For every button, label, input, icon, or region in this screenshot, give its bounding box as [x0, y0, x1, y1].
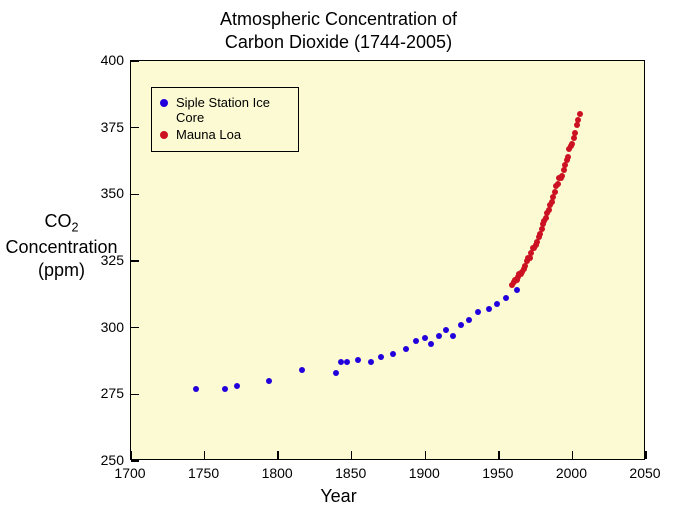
data-point — [458, 322, 464, 328]
data-point — [413, 338, 419, 344]
data-point — [234, 383, 240, 389]
x-tick-label: 1950 — [482, 465, 513, 481]
y-tick-label: 400 — [101, 52, 124, 68]
y-tick-label: 300 — [101, 319, 124, 335]
x-tick — [572, 451, 574, 459]
data-point — [368, 359, 374, 365]
legend: Siple Station Ice Core Mauna Loa — [151, 87, 299, 152]
data-point — [494, 301, 500, 307]
data-point — [569, 141, 575, 147]
data-point — [466, 317, 472, 323]
chart-title: Atmospheric Concentration of Carbon Diox… — [0, 8, 677, 53]
y-tick — [131, 127, 139, 129]
x-tick-label: 1700 — [114, 465, 145, 481]
data-point — [443, 327, 449, 333]
data-point — [475, 309, 481, 315]
y-axis-label: CO2 Concentration (ppm) — [4, 210, 119, 283]
data-point — [546, 207, 552, 213]
plot-area: Siple Station Ice Core Mauna Loa — [130, 60, 645, 460]
y-tick — [131, 394, 139, 396]
data-point — [577, 111, 583, 117]
x-tick-label: 2000 — [556, 465, 587, 481]
data-point — [333, 370, 339, 376]
data-point — [534, 239, 540, 245]
data-point — [428, 341, 434, 347]
y-tick — [131, 194, 139, 196]
data-point — [574, 122, 580, 128]
data-point — [193, 386, 199, 392]
data-point — [575, 117, 581, 123]
legend-label: Mauna Loa — [176, 128, 241, 143]
data-point — [537, 231, 543, 237]
legend-marker — [160, 131, 168, 139]
data-point — [514, 287, 520, 293]
y-tick-label: 325 — [101, 252, 124, 268]
x-tick-label: 1900 — [409, 465, 440, 481]
legend-item: Siple Station Ice Core — [160, 96, 290, 126]
data-point — [562, 162, 568, 168]
title-line2: Carbon Dioxide (1744-2005) — [225, 32, 452, 52]
x-tick — [645, 451, 647, 459]
title-line1: Atmospheric Concentration of — [220, 9, 457, 29]
x-axis-label: Year — [0, 486, 677, 507]
data-point — [299, 367, 305, 373]
x-tick-label: 1850 — [335, 465, 366, 481]
data-point — [522, 263, 528, 269]
data-point — [355, 357, 361, 363]
data-point — [543, 215, 549, 221]
x-tick — [351, 451, 353, 459]
data-point — [550, 194, 556, 200]
data-point — [390, 351, 396, 357]
chart-container: Atmospheric Concentration of Carbon Diox… — [0, 0, 677, 515]
data-point — [503, 295, 509, 301]
y-tick — [131, 60, 139, 62]
y-tick — [131, 460, 139, 462]
ylabel-line1: CO2 — [44, 211, 78, 231]
data-point — [403, 346, 409, 352]
data-point — [528, 250, 534, 256]
data-point — [571, 135, 577, 141]
x-tick-label: 1750 — [188, 465, 219, 481]
data-point — [450, 333, 456, 339]
y-tick-label: 375 — [101, 119, 124, 135]
y-tick — [131, 327, 139, 329]
legend-label: Siple Station Ice Core — [176, 96, 290, 126]
data-point — [549, 199, 555, 205]
data-point — [555, 181, 561, 187]
data-point — [539, 226, 545, 232]
y-tick-label: 350 — [101, 185, 124, 201]
data-point — [565, 154, 571, 160]
data-point — [572, 130, 578, 136]
data-point — [378, 354, 384, 360]
data-point — [222, 386, 228, 392]
x-tick-label: 2050 — [629, 465, 660, 481]
data-point — [436, 333, 442, 339]
data-point — [552, 189, 558, 195]
data-point — [266, 378, 272, 384]
legend-marker — [160, 99, 168, 107]
y-tick-label: 275 — [101, 385, 124, 401]
x-tick — [425, 451, 427, 459]
x-tick-label: 1800 — [262, 465, 293, 481]
x-tick — [498, 451, 500, 459]
data-point — [527, 255, 533, 261]
x-tick — [277, 451, 279, 459]
ylabel-line3: (ppm) — [38, 260, 85, 280]
data-point — [561, 167, 567, 173]
x-tick — [204, 451, 206, 459]
data-point — [486, 306, 492, 312]
data-point — [422, 335, 428, 341]
legend-item: Mauna Loa — [160, 128, 290, 143]
x-tick — [130, 451, 132, 459]
y-tick — [131, 260, 139, 262]
data-point — [559, 173, 565, 179]
data-point — [344, 359, 350, 365]
